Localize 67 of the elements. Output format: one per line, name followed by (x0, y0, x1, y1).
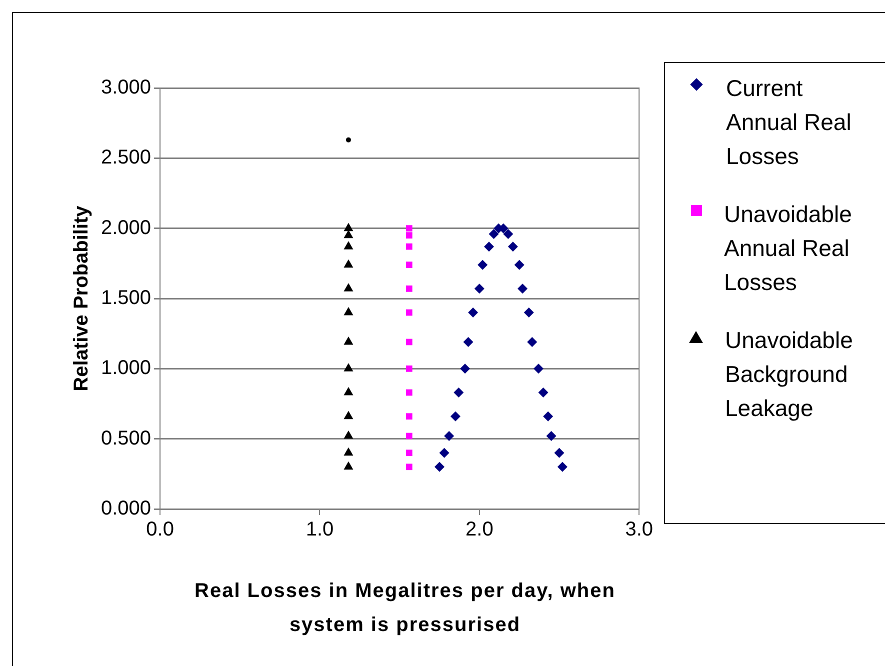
point (488, 228, 499, 239)
point (450, 411, 460, 422)
point (468, 308, 478, 318)
point (344, 241, 354, 250)
y-tick-label: 1.500 (100, 287, 152, 310)
point (484, 242, 494, 252)
point (344, 283, 354, 292)
point (434, 462, 444, 472)
point (344, 410, 354, 420)
point (344, 363, 354, 372)
point (344, 387, 354, 396)
x-axis-title: Real Losses in Megalitres per day, when system is pressurised (194, 579, 616, 638)
point (454, 388, 464, 398)
legend-label: Current Annual Real Losses (726, 74, 852, 171)
point (474, 284, 484, 294)
y-tick-label: 0.500 (100, 427, 152, 450)
point (543, 411, 554, 422)
point (508, 242, 518, 252)
point (406, 225, 412, 232)
point (406, 450, 412, 456)
y-tick-label: 3.000 (100, 76, 152, 99)
point (346, 137, 351, 142)
point (478, 260, 488, 270)
x-tick-label: 0.0 (146, 518, 174, 541)
point (406, 232, 412, 239)
point (406, 432, 412, 440)
point (439, 448, 450, 458)
legend-label: Unavoidable Background Leakage (725, 326, 854, 423)
point (344, 230, 354, 238)
point (406, 365, 412, 372)
point (518, 284, 528, 294)
y-tick-label: 2.500 (100, 146, 152, 169)
point (344, 222, 354, 232)
legend-label: Unavoidable Annual Real Losses (724, 200, 853, 297)
point (460, 364, 470, 374)
y-tick-label: 2.000 (100, 216, 152, 239)
point (546, 431, 556, 442)
point (344, 461, 354, 470)
point (514, 260, 524, 270)
point (406, 285, 412, 292)
point (344, 430, 354, 439)
point (554, 448, 564, 458)
point (557, 462, 568, 472)
point (538, 388, 548, 398)
point (444, 431, 454, 442)
x-tick-label: 3.0 (625, 518, 654, 541)
point (406, 413, 412, 420)
point (527, 337, 538, 348)
point (344, 447, 354, 456)
point (344, 307, 354, 316)
x-tick-label: 2.0 (466, 518, 494, 541)
point (534, 364, 544, 374)
point (344, 336, 354, 345)
point (463, 337, 474, 348)
point (406, 243, 412, 250)
point (406, 464, 412, 470)
x-tick-label: 1.0 (306, 518, 334, 541)
point (524, 308, 534, 318)
point (406, 309, 412, 316)
y-tick-label: 0.000 (100, 498, 152, 520)
point (406, 338, 412, 346)
y-tick-label: 1.000 (100, 357, 152, 380)
point (503, 228, 514, 239)
y-axis-title: Relative Probability (70, 204, 93, 392)
point (344, 259, 354, 268)
point (406, 262, 412, 268)
point (406, 389, 412, 396)
